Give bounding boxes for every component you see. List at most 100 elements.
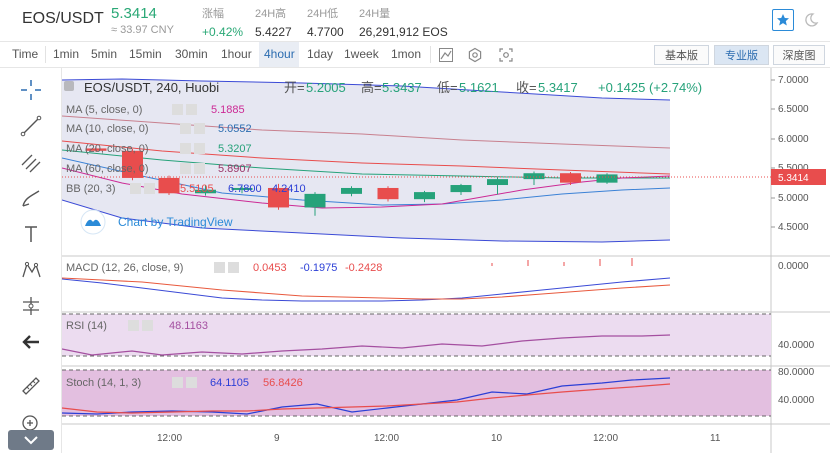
bb-upper-line (62, 78, 671, 101)
timeframe-15min[interactable]: 15min (129, 47, 162, 61)
ma10-label: MA (10, close, 0) (66, 123, 149, 135)
ruler-icon (22, 377, 40, 395)
macd-tick: 0.0000 (778, 261, 809, 272)
study-close-icon[interactable] (186, 104, 197, 115)
study-settings-icon[interactable] (172, 104, 183, 115)
chart-toolbar: Time 1min 5min 15min 30min 1hour 4hour 1… (0, 42, 830, 68)
stoch-k-line (62, 377, 671, 415)
stoch-d-value: 56.8426 (263, 377, 303, 389)
price-axis: 7.0000 6.5000 6.0000 5.5000 5.0000 4.500… (771, 75, 826, 406)
brush-tool[interactable] (17, 184, 45, 212)
parallel-channel-icon (21, 154, 41, 173)
bollinger-band-fill (62, 79, 670, 242)
timeframe-30min[interactable]: 30min (175, 47, 208, 61)
screenshot-button[interactable] (497, 46, 515, 64)
time-tick: 11 (710, 433, 721, 444)
study-close-icon[interactable] (144, 183, 155, 194)
rsi-line (62, 334, 671, 356)
candle-up (231, 187, 253, 190)
collapse-toolbar-button[interactable] (8, 430, 54, 450)
study-close-icon[interactable] (142, 320, 153, 331)
candle-down (560, 173, 581, 183)
stoch-k-value: 64.1105 (210, 377, 249, 389)
study-close-icon[interactable] (228, 262, 239, 273)
timeframe-1mon[interactable]: 1mon (391, 47, 422, 61)
trend-line-tool[interactable] (17, 112, 45, 140)
macd-label: MACD (12, 26, close, 9) (66, 262, 183, 274)
basic-version-button[interactable]: 基本版 (654, 45, 709, 65)
legend-collapse-icon[interactable] (64, 81, 74, 91)
study-close-icon[interactable] (194, 163, 205, 174)
time-tick: 12:00 (593, 433, 618, 444)
ruler-tool[interactable] (17, 372, 45, 400)
macd-legend: MACD (12, 26, close, 9) 0.0453 -0.1975 -… (66, 262, 382, 274)
ma20-value: 5.3207 (218, 143, 252, 155)
pattern-tool[interactable] (17, 256, 45, 284)
pair-name[interactable]: EOS/USDT (22, 10, 104, 27)
candle-up (523, 173, 545, 180)
camera-frame-icon (499, 48, 513, 62)
ma60-line (62, 115, 671, 149)
time-tick: 12:00 (374, 433, 399, 444)
bb-upper-value: 6.7800 (228, 183, 262, 195)
price-tick: 7.0000 (778, 75, 809, 86)
ma30-line (62, 140, 671, 175)
ma60-label: MA (60, close, 0) (66, 163, 149, 175)
macd-histogram (491, 258, 633, 266)
indicators-button[interactable] (466, 46, 484, 64)
study-settings-icon[interactable] (214, 262, 225, 273)
study-settings-icon[interactable] (180, 143, 191, 154)
candle-up (487, 179, 508, 186)
toolbar-divider (430, 46, 431, 63)
study-settings-icon[interactable] (130, 183, 141, 194)
legend-open-label: 开= (284, 80, 305, 95)
chevron-down-icon (24, 436, 38, 445)
ma10-legend: MA (10, close, 0) 5.0552 (66, 123, 252, 135)
timeframe-1hour[interactable]: 1hour (221, 47, 252, 61)
time-tick: 10 (491, 433, 503, 444)
tradingview-watermark[interactable]: Chart by TradingView (80, 209, 233, 235)
theme-toggle-button[interactable] (800, 9, 822, 31)
timeframe-1day[interactable]: 1day (307, 47, 334, 61)
crosshair-tool[interactable] (17, 76, 45, 104)
low-stat: 24H低 4.7700 (307, 5, 344, 39)
candle-down (85, 148, 107, 151)
stoch-legend: Stoch (14, 1, 3) 64.1105 56.8426 (66, 377, 303, 389)
price-chart[interactable]: 7.0000 6.5000 6.0000 5.5000 5.0000 4.500… (62, 68, 830, 453)
timeframe-1week[interactable]: 1week (344, 47, 379, 61)
rsi-value: 48.1163 (169, 320, 208, 332)
pattern-icon (22, 261, 41, 278)
study-settings-icon[interactable] (180, 163, 191, 174)
timeframe-4hour[interactable]: 4hour (264, 47, 295, 61)
depth-chart-button[interactable]: 深度图 (773, 45, 825, 65)
price-tick: 6.0000 (778, 134, 809, 145)
hexagon-settings-icon (468, 47, 482, 63)
fib-channel-tool[interactable] (17, 148, 45, 176)
rsi-band (62, 314, 771, 356)
favorite-star-button[interactable] (772, 9, 794, 31)
chart-type-button[interactable] (437, 46, 455, 64)
change-stat: 涨幅 +0.42% (202, 5, 243, 39)
measure-tool[interactable] (17, 292, 45, 320)
pro-version-button[interactable]: 专业版 (714, 45, 769, 65)
remove-drawings-tool[interactable] (17, 328, 45, 356)
timeframe-5min[interactable]: 5min (91, 47, 118, 61)
timeframe-time[interactable]: Time (12, 47, 39, 61)
study-close-icon[interactable] (186, 377, 197, 388)
text-tool[interactable] (17, 220, 45, 248)
legend-symbol: EOS/USDT, 240, Huobi (84, 80, 219, 95)
study-close-icon[interactable] (194, 123, 205, 134)
study-settings-icon[interactable] (128, 320, 139, 331)
study-settings-icon[interactable] (180, 123, 191, 134)
ma10-value: 5.0552 (218, 123, 252, 135)
study-close-icon[interactable] (194, 143, 205, 154)
star-icon (777, 14, 789, 26)
candle-down (158, 177, 180, 194)
stoch-band (62, 370, 771, 416)
cny-price: ≈ 33.97 CNY (111, 24, 174, 36)
change-label: 涨幅 (202, 8, 224, 20)
timeframe-1min[interactable]: 1min (53, 47, 80, 61)
stoch-tick: 80.0000 (778, 367, 815, 378)
crosshair-icon (21, 80, 41, 100)
study-settings-icon[interactable] (172, 377, 183, 388)
